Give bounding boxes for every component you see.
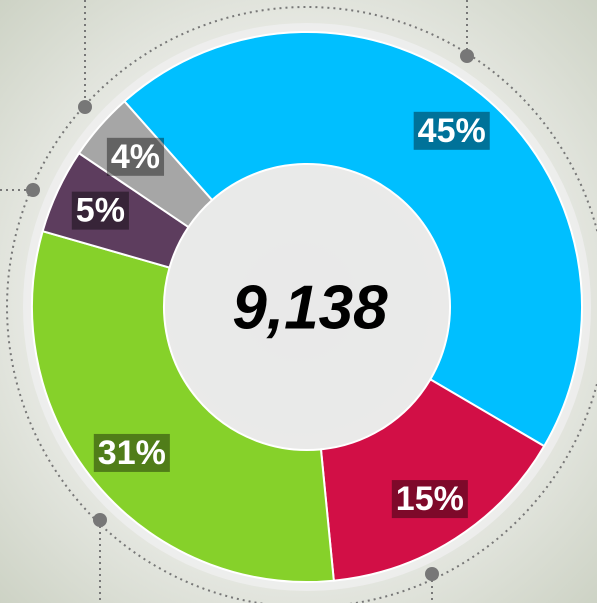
donut-segment xyxy=(123,31,583,448)
value-label: 45% xyxy=(418,112,486,150)
decor-dots xyxy=(26,49,474,581)
value-label-box xyxy=(71,191,129,230)
value-label-box xyxy=(391,480,468,519)
value-label-box xyxy=(413,111,490,150)
donut-segment xyxy=(77,99,214,229)
value-label: 4% xyxy=(111,138,160,176)
value-label-box xyxy=(93,433,170,472)
donut-segment xyxy=(31,229,335,583)
inner-ring xyxy=(155,155,459,459)
donut-segment xyxy=(319,377,546,582)
value-label: 31% xyxy=(98,434,166,472)
value-label-box xyxy=(106,137,165,176)
center-total: 9,138 xyxy=(232,274,388,343)
value-label: 15% xyxy=(396,480,464,518)
value-label: 5% xyxy=(76,192,125,230)
